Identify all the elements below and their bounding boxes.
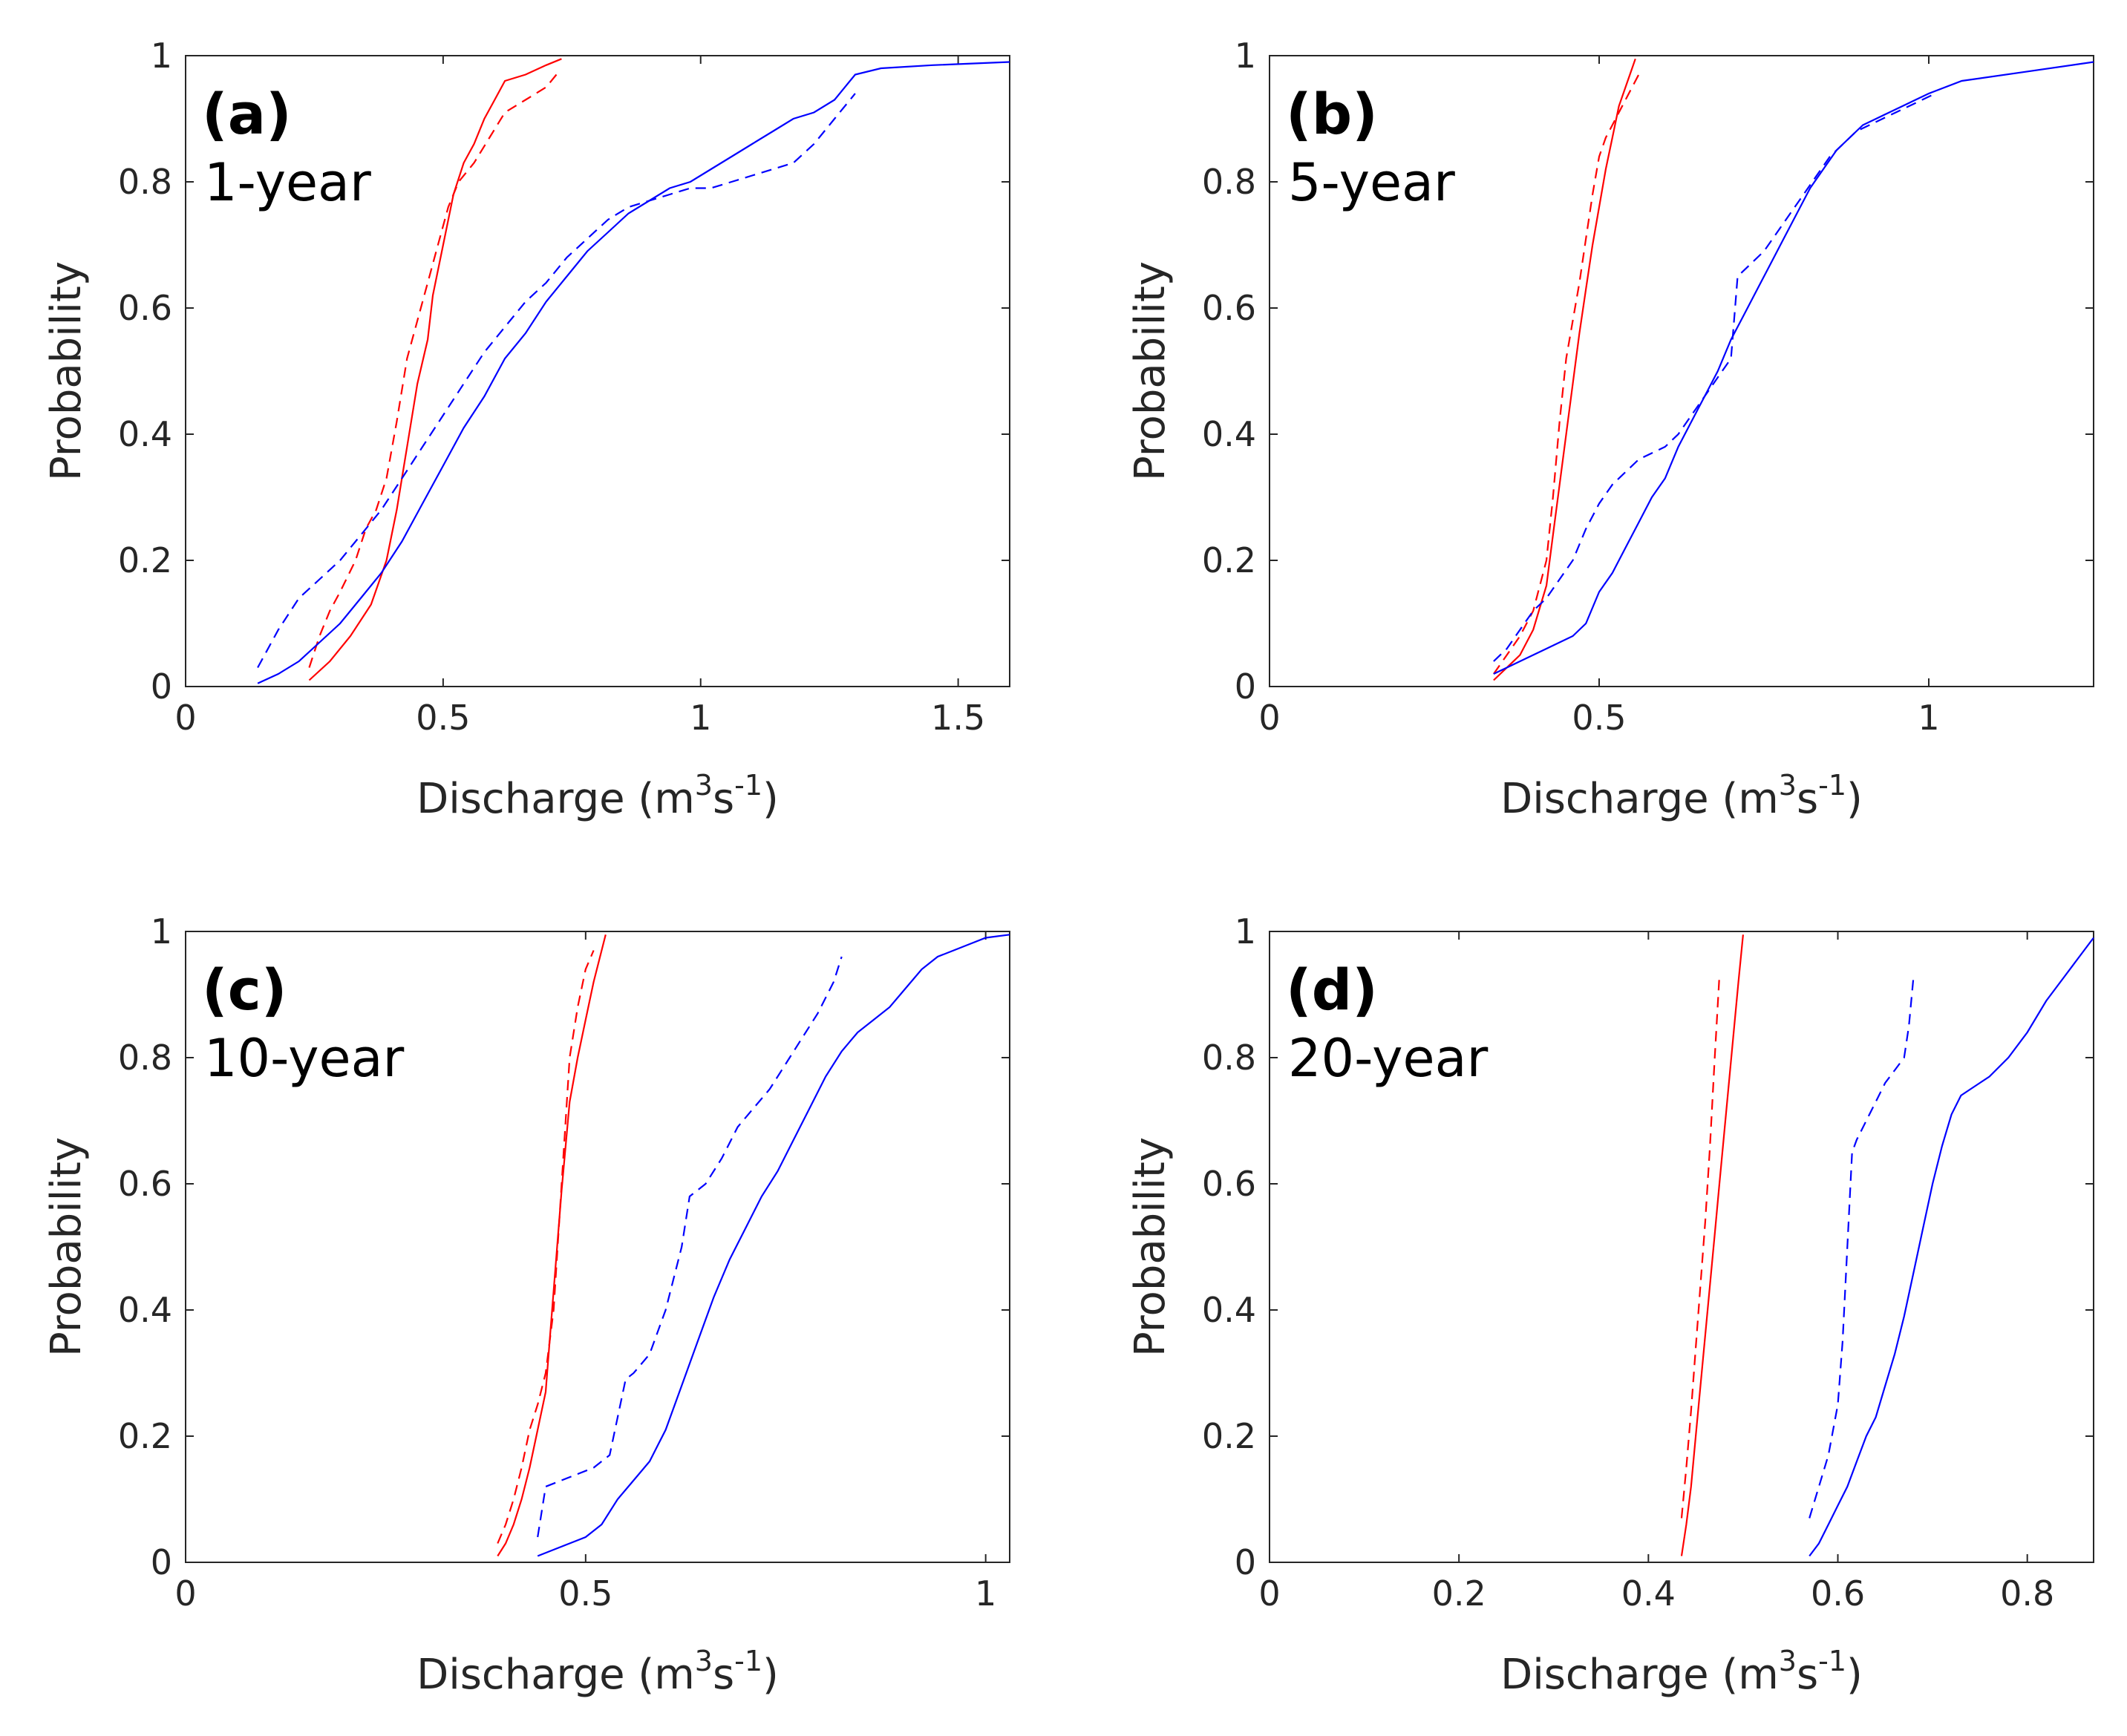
duration-label: 1-year bbox=[204, 152, 371, 213]
x-ticks: 0 0.2 0.4 0.6 0.8 bbox=[1258, 931, 2054, 1614]
series-group bbox=[1492, 58, 2094, 681]
y-tick-label: 0 bbox=[151, 1542, 172, 1582]
plot-area bbox=[185, 931, 1010, 1563]
y-tick-label: 0.4 bbox=[118, 1290, 172, 1330]
y-ticks: 0 0.2 0.4 0.6 0.8 1 bbox=[1202, 36, 2094, 707]
plot-area bbox=[1269, 55, 2094, 687]
panel-c: 00.20.40.60.81 0 0.5 1 (c) 10-year Probabi… bbox=[42, 911, 1010, 1699]
panel-label: (c) bbox=[202, 957, 287, 1023]
y-tick-label: 0.6 bbox=[1202, 1164, 1256, 1204]
y-axis-label: Probability bbox=[1126, 261, 1174, 481]
duration-label: 5-year bbox=[1288, 152, 1455, 213]
panel-d: 0 0.2 0.4 0.6 0.8 1 0 0.2 0.4 0.6 0.8 (d) 20-year… bbox=[1126, 911, 2094, 1699]
x-axis-label: Discharge (m3s-1) bbox=[1500, 769, 1863, 823]
x-tick-label: 1.5 bbox=[931, 698, 985, 738]
y-ticks: 0 0.2 0.4 0.6 0.8 1 bbox=[1202, 911, 2094, 1582]
y-tick-label: 0.4 bbox=[118, 414, 172, 454]
x-tick-label: 0 bbox=[174, 698, 196, 738]
x-tick-label: 0.5 bbox=[416, 698, 470, 738]
x-tick-label: 1 bbox=[1918, 698, 1939, 738]
x-ticks: 0 0.5 1 1.5 bbox=[174, 56, 985, 738]
y-tick-label: 0.6 bbox=[1202, 288, 1256, 328]
x-tick-label: 0.5 bbox=[558, 1573, 612, 1614]
y-tick-label: 0.2 bbox=[1202, 1416, 1256, 1456]
y-tick-label: 0.2 bbox=[1202, 540, 1256, 580]
y-tick-label: 0.2 bbox=[118, 1416, 172, 1456]
series-red-solid bbox=[1680, 934, 1744, 1556]
series-red-dashed bbox=[1680, 975, 1721, 1519]
y-tick-label: 0.6 bbox=[118, 1164, 172, 1204]
plot-area bbox=[1269, 931, 2094, 1563]
y-tick-label: 0.2 bbox=[118, 540, 172, 580]
y-tick-label: 0.4 bbox=[1202, 414, 1256, 454]
x-tick-label: 0.4 bbox=[1621, 1573, 1676, 1614]
panel-label: (a) bbox=[202, 81, 292, 147]
x-tick-label: 0.6 bbox=[1811, 1573, 1865, 1614]
x-tick-label: 0 bbox=[1258, 1573, 1280, 1614]
y-axis-label: Probability bbox=[1126, 1137, 1174, 1357]
x-axis-label: Discharge (m3s-1) bbox=[416, 769, 779, 823]
series-red-dashed bbox=[308, 73, 558, 668]
y-axis-label: Probability bbox=[42, 261, 91, 481]
series-red-solid bbox=[497, 934, 607, 1557]
series-blue-dashed bbox=[1809, 975, 1915, 1519]
y-tick-label: 1 bbox=[1235, 36, 1256, 76]
series-group bbox=[497, 934, 1010, 1557]
series-blue-dashed bbox=[257, 93, 856, 669]
y-ticks: 0 0.2 0.4 0.6 0.8 1 bbox=[118, 911, 1010, 1582]
series-blue-solid bbox=[1493, 61, 2094, 675]
x-axis-label: Discharge (m3s-1) bbox=[1500, 1645, 1863, 1699]
x-ticks: 0 0.5 1 bbox=[1258, 56, 1940, 738]
y-tick-label: 0.8 bbox=[1202, 162, 1256, 202]
y-tick-label: 0 bbox=[151, 666, 172, 707]
series-blue-solid bbox=[257, 61, 1010, 684]
x-ticks: 0 0.5 1 bbox=[174, 931, 996, 1614]
y-tick-label: 1 bbox=[151, 911, 172, 951]
x-tick-label: 0 bbox=[1258, 698, 1280, 738]
series-red-solid bbox=[1493, 58, 1636, 681]
series-blue-solid bbox=[537, 934, 1010, 1557]
duration-label: 20-year bbox=[1288, 1028, 1488, 1089]
x-axis-label: Discharge (m3s-1) bbox=[416, 1645, 779, 1699]
x-tick-label: 0.8 bbox=[2000, 1573, 2054, 1614]
y-tick-label: 0.6 bbox=[118, 288, 172, 328]
series-red-solid bbox=[308, 58, 562, 681]
y-tick-label: 0.8 bbox=[118, 162, 172, 202]
panel-label: (d) bbox=[1286, 957, 1378, 1023]
x-tick-label: 0 bbox=[174, 1573, 196, 1614]
panel-b: 00.20.40.60.81 0 0.5 1 (b) 5-year Probabil… bbox=[1126, 36, 2094, 823]
series-blue-dashed bbox=[537, 956, 843, 1538]
series-group bbox=[257, 58, 1010, 684]
series-red-dashed bbox=[497, 950, 595, 1544]
x-tick-label: 0.5 bbox=[1572, 698, 1626, 738]
y-axis-label: Probability bbox=[42, 1137, 91, 1357]
x-tick-label: 1 bbox=[975, 1573, 996, 1614]
panel-label: (b) bbox=[1286, 81, 1378, 147]
plot-area bbox=[185, 55, 1010, 687]
y-tick-label: 0 bbox=[1235, 666, 1256, 707]
series-group bbox=[1680, 934, 2094, 1557]
y-tick-label: 0.4 bbox=[1202, 1290, 1256, 1330]
panel-a: 0 0.2 0.4 0.6 0.8 1 0 0.5 1 1.5 (a) 1-year Proba… bbox=[42, 36, 1010, 823]
y-tick-label: 1 bbox=[1235, 911, 1256, 951]
y-tick-label: 0.8 bbox=[118, 1038, 172, 1078]
y-tick-label: 0 bbox=[1235, 1542, 1256, 1582]
duration-label: 10-year bbox=[204, 1028, 404, 1089]
series-blue-dashed bbox=[1493, 93, 1936, 662]
series-red-dashed bbox=[1492, 73, 1640, 675]
series-blue-solid bbox=[1809, 937, 2094, 1557]
x-tick-label: 1 bbox=[690, 698, 711, 738]
y-tick-label: 0.8 bbox=[1202, 1038, 1256, 1078]
y-ticks: 0 0.2 0.4 0.6 0.8 1 bbox=[118, 36, 1010, 707]
x-tick-label: 0.2 bbox=[1432, 1573, 1486, 1614]
y-tick-label: 1 bbox=[151, 36, 172, 76]
